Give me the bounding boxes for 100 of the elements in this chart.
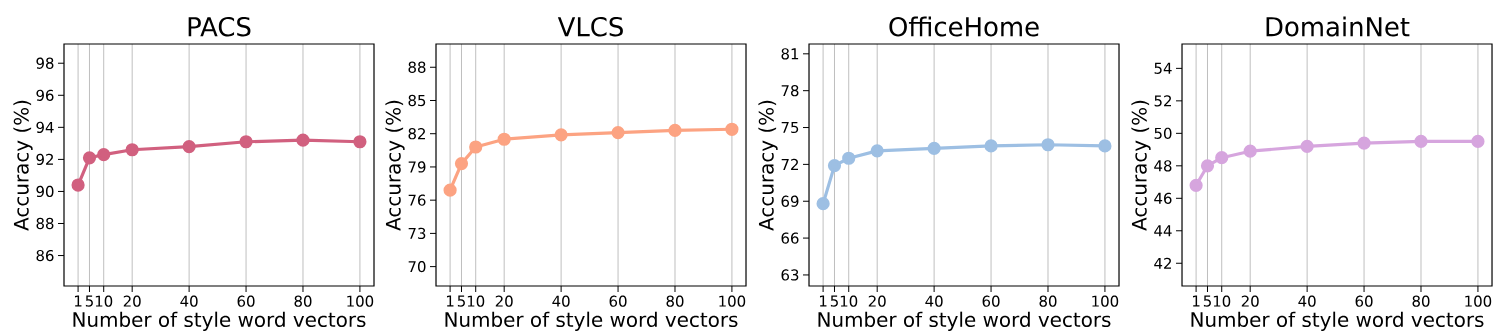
point [497, 132, 511, 146]
point [353, 135, 367, 149]
point [827, 159, 842, 173]
y-tick-label: 88 [36, 217, 54, 230]
x-axis-title: Number of style word vectors [73, 311, 366, 331]
x-tick-label: 60 [237, 295, 255, 307]
point [239, 135, 253, 149]
y-tick-label: 92 [36, 153, 53, 166]
x-tick-label: 1 [1192, 295, 1200, 307]
x-tick-label: 10 [467, 295, 485, 307]
x-tick-label: 5 [1203, 295, 1211, 307]
y-tick-label: 98 [36, 57, 54, 69]
y-tick-label: 63 [781, 269, 799, 281]
x-tick-label: 40 [1298, 295, 1316, 307]
x-tick-label: 60 [982, 295, 1000, 307]
x-tick-label: 80 [666, 295, 684, 307]
x-tick-label: 1 [446, 295, 454, 307]
chart-title: VLCS [557, 16, 623, 37]
point [1414, 134, 1428, 149]
point [984, 139, 998, 153]
y-tick-label: 72 [781, 158, 798, 170]
point [1200, 159, 1215, 173]
x-tick-label: 100 [347, 295, 374, 307]
x-tick-label: 80 [294, 295, 312, 307]
y-tick-label: 54 [1154, 62, 1172, 74]
y-tick-label: 52 [1154, 95, 1171, 107]
point [1300, 139, 1314, 153]
y-tick-label: 94 [36, 121, 54, 133]
y-tick-label: 76 [408, 194, 426, 206]
x-tick-label: 80 [1039, 295, 1057, 307]
x-tick-label: 40 [552, 295, 570, 307]
x-tick-label: 20 [495, 295, 513, 307]
y-axis-title: Accuracy (%) [758, 100, 778, 231]
point [1215, 151, 1229, 165]
point [71, 178, 85, 192]
point [82, 151, 97, 165]
y-tick-label: 50 [1154, 127, 1172, 139]
y-tick-label: 79 [408, 161, 426, 173]
point [554, 128, 568, 142]
y-tick-label: 66 [781, 232, 799, 244]
y-tick-label: 86 [36, 249, 54, 262]
point [1189, 178, 1203, 192]
y-axis-title: Accuracy (%) [13, 100, 33, 231]
point [1243, 144, 1257, 158]
y-tick-label: 88 [408, 61, 426, 73]
point [1357, 136, 1371, 150]
x-tick-label: 1 [74, 295, 82, 307]
y-axis-title: Accuracy (%) [1131, 100, 1151, 231]
point [1098, 139, 1112, 153]
x-tick-label: 80 [1412, 295, 1430, 307]
y-tick-label: 90 [36, 185, 54, 198]
point [842, 151, 856, 165]
x-tick-label: 20 [1241, 295, 1259, 307]
x-tick-label: 10 [95, 295, 113, 307]
y-tick-label: 69 [781, 195, 799, 207]
point [816, 197, 830, 211]
chart-title: DomainNet [1266, 16, 1410, 37]
x-tick-label: 5 [830, 295, 838, 307]
x-tick-label: 60 [609, 295, 627, 307]
point [125, 143, 139, 157]
x-tick-label: 40 [180, 295, 198, 307]
x-tick-label: 5 [85, 295, 93, 307]
x-tick-label: 20 [123, 295, 141, 307]
x-tick-label: 60 [1355, 295, 1373, 307]
x-tick-label: 10 [1213, 295, 1231, 307]
y-axis-title: Accuracy (%) [385, 100, 405, 231]
x-tick-label: 100 [1465, 295, 1492, 307]
chart-title: OfficeHome [889, 16, 1039, 37]
x-axis-title: Number of style word vectors [1191, 311, 1484, 331]
y-tick-label: 85 [408, 94, 426, 107]
point [454, 157, 469, 171]
point [443, 183, 457, 197]
y-tick-label: 81 [781, 48, 799, 60]
x-tick-label: 20 [868, 295, 886, 307]
point [927, 141, 941, 156]
y-tick-label: 73 [408, 227, 426, 240]
y-tick-label: 96 [36, 89, 54, 101]
x-tick-label: 100 [719, 295, 746, 307]
x-tick-label: 1 [819, 295, 827, 307]
chart-title: PACS [188, 16, 251, 37]
point [725, 122, 739, 136]
point [870, 144, 884, 158]
x-axis-title: Number of style word vectors [818, 311, 1111, 331]
y-tick-label: 70 [408, 260, 426, 273]
y-tick-label: 46 [1154, 192, 1172, 204]
x-tick-label: 40 [925, 295, 943, 307]
y-tick-label: 48 [1154, 160, 1172, 172]
point [611, 126, 625, 140]
x-tick-label: 100 [1092, 295, 1119, 307]
x-axis-title: Number of style word vectors [445, 311, 738, 331]
point [296, 133, 310, 147]
x-tick-label: 5 [457, 295, 465, 307]
y-tick-label: 82 [408, 128, 425, 140]
point [1041, 138, 1055, 152]
y-tick-label: 75 [781, 121, 799, 134]
point [97, 147, 111, 162]
y-tick-label: 78 [781, 85, 799, 97]
point [668, 123, 682, 137]
x-tick-label: 10 [840, 295, 858, 307]
y-tick-label: 44 [1154, 225, 1172, 237]
